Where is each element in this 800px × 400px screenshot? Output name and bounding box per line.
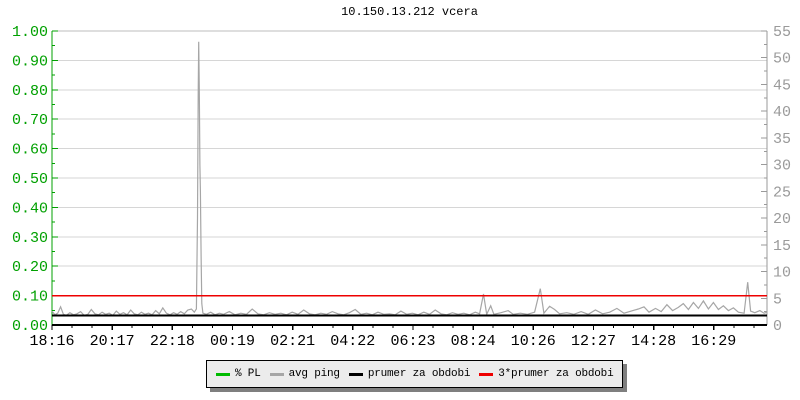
legend-label-prumer: prumer za obdobi xyxy=(367,368,471,380)
right-axis-tick-label: 25 xyxy=(773,184,791,201)
prumer-line-swatch xyxy=(348,372,363,376)
left-axis-tick-label: 0.40 xyxy=(12,200,48,217)
left-axis-tick-label: 0.20 xyxy=(12,259,48,276)
right-axis-tick-label: 20 xyxy=(773,211,791,228)
x-axis-tick-label: 02:21 xyxy=(270,333,315,350)
left-axis-tick-label: 0.90 xyxy=(12,53,48,70)
series-avg-ping xyxy=(51,41,768,317)
right-axis-tick-label: 30 xyxy=(773,158,791,175)
right-axis-tick-label: 5 xyxy=(773,291,782,308)
right-axis-tick-label: 10 xyxy=(773,265,791,282)
legend-box: % PL avg ping prumer za obdobi 3*prumer … xyxy=(206,360,624,388)
legend-label-pl: % PL xyxy=(235,368,261,380)
legend-item-avg-ping: avg ping xyxy=(269,368,340,380)
pl-line-swatch xyxy=(216,372,230,376)
left-axis-tick-label: 0.70 xyxy=(12,112,48,129)
legend-label-avg-ping: avg ping xyxy=(288,368,340,380)
left-axis-tick-label: 0.10 xyxy=(12,289,48,306)
x-axis-tick-label: 18:16 xyxy=(29,333,74,350)
x-axis-tick-label: 06:23 xyxy=(390,333,435,350)
x-axis-tick-label: 22:18 xyxy=(150,333,195,350)
right-axis-tick-label: 50 xyxy=(773,51,791,68)
x-axis-tick-label: 14:28 xyxy=(631,333,676,350)
threexprumer-line-swatch xyxy=(479,372,494,376)
right-axis-tick-label: 0 xyxy=(773,318,782,335)
right-axis-tick-label: 40 xyxy=(773,104,791,121)
x-axis-tick-label: 12:27 xyxy=(571,333,616,350)
x-axis-tick-label: 00:19 xyxy=(210,333,255,350)
left-axis-tick-label: 0.80 xyxy=(12,83,48,100)
left-axis-tick-label: 0.30 xyxy=(12,230,48,247)
x-axis-tick-label: 08:24 xyxy=(451,333,496,350)
legend-item-3xprumer: 3*prumer za obdobi xyxy=(479,368,614,380)
right-axis-tick-label: 55 xyxy=(773,24,791,41)
x-axis-tick-label: 10:26 xyxy=(511,333,556,350)
left-axis-tick-label: 0.60 xyxy=(12,142,48,159)
left-axis-tick-label: 0.00 xyxy=(12,318,48,335)
legend-item-pl: % PL xyxy=(216,368,261,380)
x-axis-tick-label: 20:17 xyxy=(90,333,135,350)
avg-ping-line-swatch xyxy=(269,372,284,376)
right-axis-tick-label: 35 xyxy=(773,131,791,148)
x-axis-tick-label: 16:29 xyxy=(691,333,736,350)
legend-item-prumer: prumer za obdobi xyxy=(348,368,471,380)
legend-label-3xprumer: 3*prumer za obdobi xyxy=(498,368,614,380)
x-axis-tick-label: 04:22 xyxy=(330,333,375,350)
left-axis-tick-label: 0.50 xyxy=(12,171,48,188)
left-axis-tick-label: 1.00 xyxy=(12,24,48,41)
right-axis-tick-label: 15 xyxy=(773,238,791,255)
chart-title: 10.150.13.212 vcera xyxy=(341,5,478,19)
right-axis-tick-label: 45 xyxy=(773,77,791,94)
